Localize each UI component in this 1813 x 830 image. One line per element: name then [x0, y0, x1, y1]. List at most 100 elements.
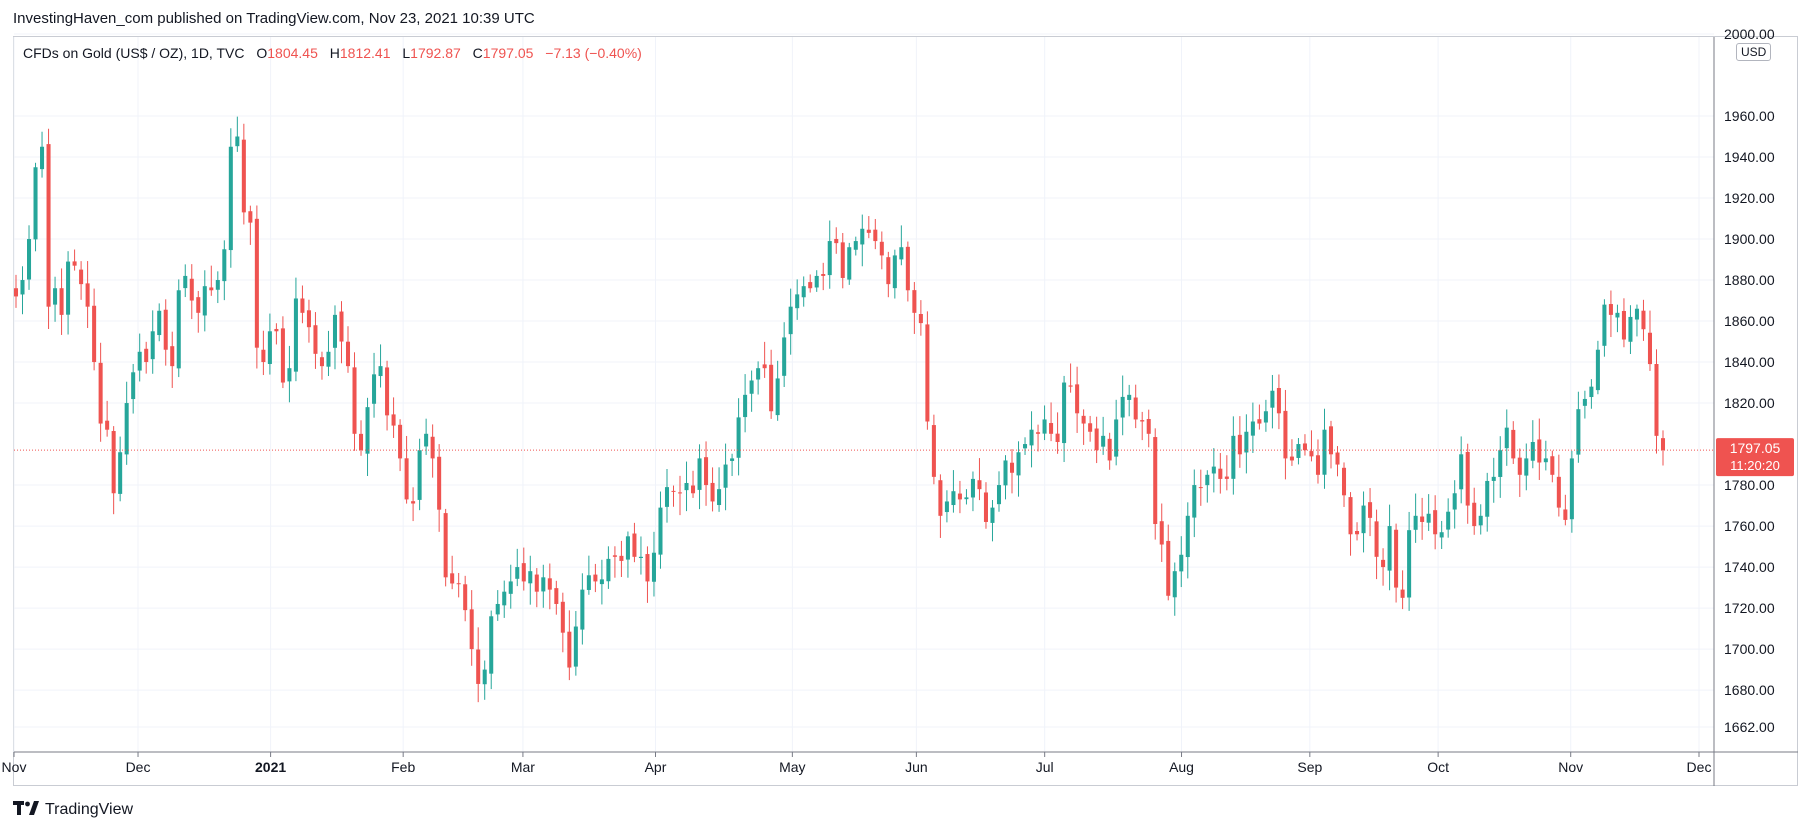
candle[interactable]	[541, 564, 546, 608]
candle[interactable]	[1400, 570, 1405, 610]
candle[interactable]	[345, 326, 351, 373]
candle[interactable]	[1192, 469, 1197, 538]
candle[interactable]	[1647, 310, 1652, 371]
candle[interactable]	[1576, 391, 1581, 463]
candle[interactable]	[1491, 457, 1496, 503]
candle[interactable]	[1485, 472, 1490, 532]
candle[interactable]	[261, 330, 266, 376]
candle[interactable]	[1140, 411, 1145, 441]
candle[interactable]	[1309, 430, 1314, 462]
candle[interactable]	[834, 227, 839, 254]
candle[interactable]	[1407, 511, 1412, 611]
candle[interactable]	[20, 266, 25, 315]
candle[interactable]	[606, 546, 611, 589]
candle[interactable]	[300, 285, 305, 324]
candle[interactable]	[1478, 504, 1483, 535]
candle[interactable]	[1328, 420, 1334, 469]
candle[interactable]	[287, 345, 292, 403]
candle[interactable]	[1459, 436, 1464, 504]
candle[interactable]	[189, 264, 194, 320]
candle[interactable]	[1511, 421, 1516, 464]
candle[interactable]	[534, 568, 539, 608]
candle[interactable]	[567, 610, 572, 681]
candle[interactable]	[235, 116, 240, 152]
candle[interactable]	[853, 236, 858, 256]
candle[interactable]	[1003, 455, 1008, 500]
candle[interactable]	[1075, 366, 1080, 433]
candle[interactable]	[1621, 298, 1626, 348]
candle[interactable]	[1257, 404, 1262, 430]
candle[interactable]	[704, 441, 709, 506]
candle[interactable]	[183, 264, 188, 298]
candle[interactable]	[85, 261, 90, 329]
candle[interactable]	[931, 414, 936, 485]
candle[interactable]	[1348, 492, 1353, 556]
candle[interactable]	[118, 436, 123, 502]
candle[interactable]	[983, 482, 988, 529]
candle[interactable]	[306, 299, 311, 343]
candle[interactable]	[769, 349, 774, 419]
candle[interactable]	[1433, 495, 1438, 550]
candle[interactable]	[1472, 487, 1477, 535]
candle[interactable]	[59, 268, 64, 335]
candle[interactable]	[762, 341, 767, 378]
candle[interactable]	[717, 467, 722, 512]
candle[interactable]	[697, 444, 702, 510]
candle[interactable]	[1088, 415, 1093, 442]
candle[interactable]	[788, 288, 793, 355]
candle[interactable]	[385, 360, 390, 431]
candle[interactable]	[1543, 440, 1548, 471]
candle[interactable]	[274, 323, 279, 345]
candle[interactable]	[1439, 520, 1444, 550]
candle[interactable]	[990, 500, 995, 542]
candle[interactable]	[150, 310, 155, 374]
candle[interactable]	[944, 490, 949, 523]
candle[interactable]	[196, 290, 201, 333]
candle[interactable]	[1062, 375, 1067, 463]
candle[interactable]	[1133, 384, 1138, 429]
candle[interactable]	[476, 627, 481, 703]
candle[interactable]	[411, 487, 416, 522]
candle[interactable]	[424, 418, 429, 455]
candle[interactable]	[912, 282, 917, 334]
candle[interactable]	[573, 611, 578, 676]
candle[interactable]	[775, 360, 780, 421]
candle[interactable]	[1153, 428, 1158, 540]
candle[interactable]	[1101, 416, 1106, 455]
candle[interactable]	[215, 271, 220, 304]
candle[interactable]	[1602, 299, 1607, 357]
candle[interactable]	[40, 131, 45, 178]
candle[interactable]	[691, 470, 696, 498]
candle[interactable]	[593, 563, 598, 593]
candle[interactable]	[222, 240, 227, 301]
candle[interactable]	[1029, 411, 1034, 468]
candle[interactable]	[1530, 420, 1535, 469]
candle[interactable]	[1289, 439, 1294, 466]
candle[interactable]	[632, 522, 637, 563]
candle[interactable]	[1322, 408, 1327, 489]
candle[interactable]	[1413, 493, 1418, 543]
candle[interactable]	[280, 316, 285, 389]
candle[interactable]	[730, 453, 735, 476]
candle[interactable]	[1016, 441, 1021, 497]
candle[interactable]	[1517, 448, 1522, 497]
candle[interactable]	[1374, 509, 1379, 580]
candle[interactable]	[625, 531, 630, 578]
candle[interactable]	[808, 274, 813, 293]
candle[interactable]	[638, 536, 643, 575]
candle[interactable]	[92, 288, 97, 371]
candle[interactable]	[1114, 399, 1119, 466]
candle[interactable]	[131, 363, 136, 414]
candle[interactable]	[398, 419, 403, 472]
candle[interactable]	[847, 242, 852, 285]
candle[interactable]	[111, 426, 116, 515]
candle[interactable]	[1361, 491, 1366, 553]
candle[interactable]	[1120, 375, 1125, 436]
candle[interactable]	[372, 352, 377, 418]
candle[interactable]	[482, 660, 487, 700]
candle[interactable]	[450, 555, 455, 590]
candle[interactable]	[1341, 462, 1347, 507]
candle[interactable]	[1335, 446, 1340, 477]
candle[interactable]	[560, 592, 565, 653]
